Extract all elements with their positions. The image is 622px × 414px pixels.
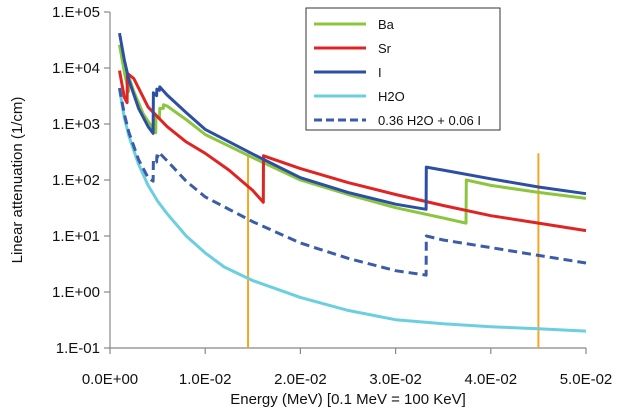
legend-label-ba: Ba: [378, 17, 395, 32]
y-tick-label: 1.E+01: [52, 228, 100, 245]
legend-label-h2o: H2O: [378, 89, 405, 104]
series-line-i: [118, 32, 587, 211]
x-tick-label: 4.0E-02: [465, 371, 518, 388]
legend-label-sr: Sr: [378, 41, 392, 56]
y-tick-label: 1.E+02: [52, 172, 100, 189]
y-tick-label: 1.E+00: [52, 284, 100, 301]
y-tick-label: 1.E+04: [52, 60, 100, 77]
y-tick-label: 1.E+03: [52, 116, 100, 133]
x-tick-label: 5.0E-02: [560, 371, 613, 388]
x-tick-label: 2.0E-02: [274, 371, 327, 388]
series-line-0-36-h2o-0-06-i: [118, 87, 587, 277]
y-axis-title: Linear attenuation (1/cm): [9, 97, 26, 264]
legend-box: [305, 7, 501, 131]
x-tick-label: 0.0E+00: [82, 371, 138, 388]
x-tick-label: 1.0E-02: [179, 371, 232, 388]
legend: Ba Sr I H2O 0.36 H2O + 0.06 I: [305, 7, 501, 131]
series-layer: [118, 32, 587, 333]
series-line-h2o: [118, 88, 587, 333]
legend-label-0-36-h2o-0-06-i: 0.36 H2O + 0.06 I: [378, 113, 481, 128]
y-tick-label: 1.E+05: [52, 4, 100, 21]
legend-label-i: I: [378, 65, 382, 80]
x-axis-title: Energy (MeV) [0.1 MeV = 100 KeV]: [230, 391, 466, 408]
ticks-layer: 1.E-01 1.E+00 1.E+01 1.E+02 1.E+03 1.E+04 1.E+…: [52, 4, 612, 388]
x-tick-label: 3.0E-02: [369, 371, 422, 388]
y-tick-label: 1.E-01: [56, 340, 100, 357]
